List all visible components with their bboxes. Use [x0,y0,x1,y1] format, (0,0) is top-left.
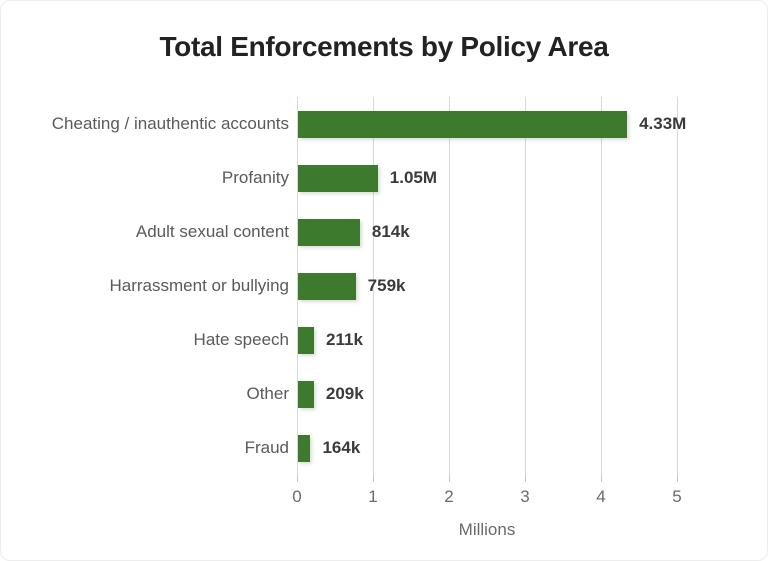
axis-tick [373,475,374,482]
category-label: Harrassment or bullying [109,276,289,295]
bar [298,164,378,192]
x-axis-label: Millions [458,520,516,539]
gridline [373,97,374,475]
gridline [525,97,526,475]
category-label: Profanity [221,168,289,187]
category-label: Adult sexual content [135,222,289,241]
axis-tick [449,475,450,482]
axis-tick [601,475,602,482]
value-label: 759k [367,276,406,295]
gridline [449,97,450,475]
value-label: 1.05M [389,168,438,187]
bar [298,380,314,408]
value-label: 4.33M [639,114,687,133]
bar [298,218,360,246]
value-label: 211k [326,330,363,349]
x-tick-label: 3 [520,487,530,506]
bar [298,326,315,354]
gridline [297,97,298,475]
x-tick-label: 5 [672,487,682,506]
value-label: 209k [325,384,364,403]
bar [298,272,356,300]
x-tick-label: 1 [368,487,378,506]
value-label: 814k [371,222,410,241]
category-label: Other [246,384,289,403]
bar [298,110,628,138]
category-label: Hate speech [193,330,289,349]
gridline [601,97,602,475]
x-tick-label: 0 [292,487,302,506]
value-label: 164k [322,438,361,457]
axis-tick [677,475,678,482]
category-label: Fraud [244,438,289,457]
axis-tick [525,475,526,482]
bar [298,434,311,462]
chart-title: Total Enforcements by Policy Area [159,31,609,62]
x-tick-label: 4 [596,487,606,506]
x-tick-label: 2 [444,487,454,506]
category-label: Cheating / inauthentic accounts [51,114,289,133]
gridline [677,97,678,475]
axis-tick [297,475,298,482]
